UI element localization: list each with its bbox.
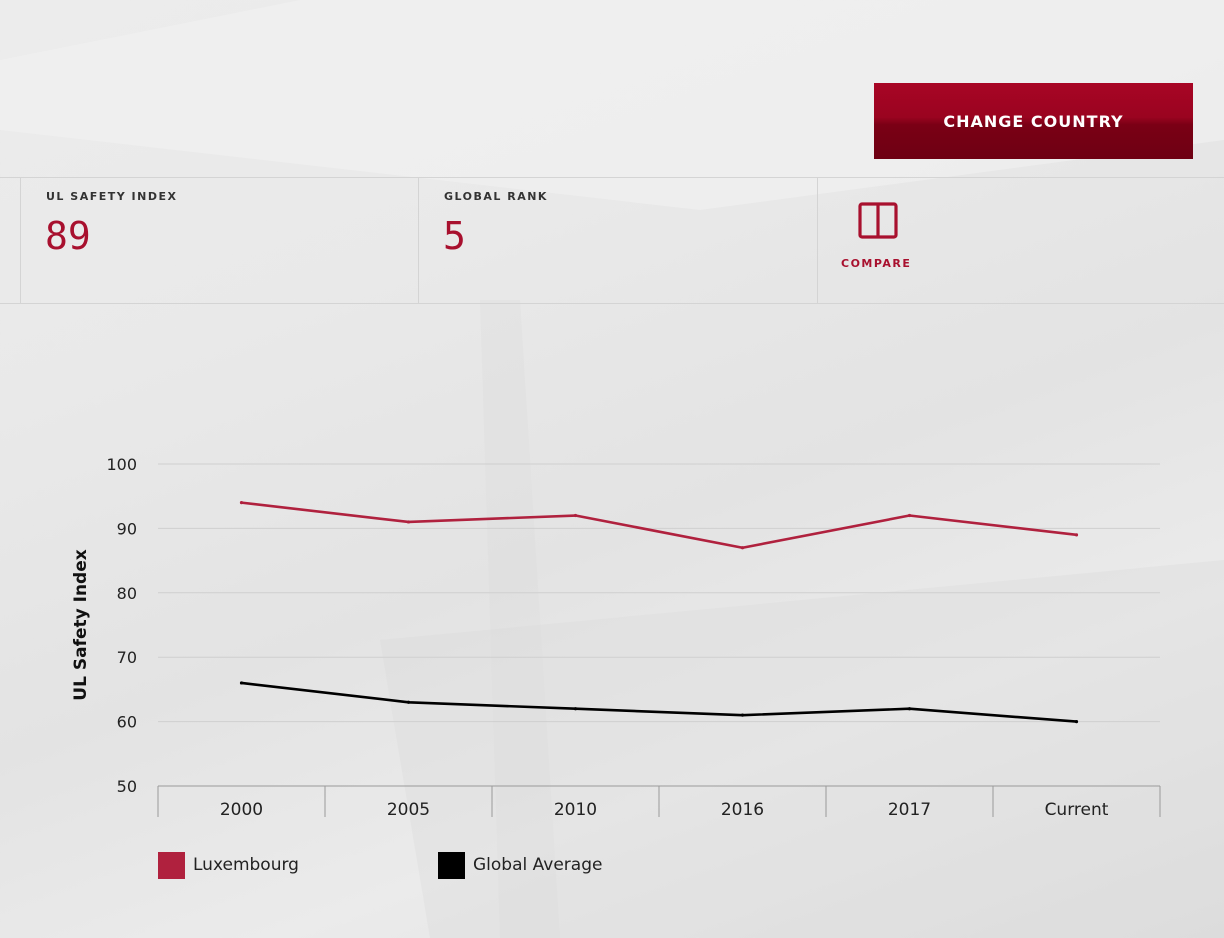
data-point bbox=[907, 707, 912, 711]
series-line-luxembourg bbox=[241, 501, 1077, 550]
data-point bbox=[239, 681, 244, 685]
data-point bbox=[1074, 533, 1079, 537]
safety-index-value: 89 bbox=[45, 214, 91, 258]
data-point bbox=[907, 513, 912, 518]
legend-label-luxembourg: Luxembourg bbox=[193, 855, 299, 875]
compare-label: COMPARE bbox=[841, 257, 912, 270]
x-tick-label: 2005 bbox=[387, 800, 430, 820]
x-tick-label: Current bbox=[1045, 800, 1109, 820]
data-point bbox=[406, 700, 411, 704]
data-point bbox=[239, 501, 244, 505]
compare-button[interactable]: COMPARE bbox=[818, 178, 938, 303]
x-tick-label: 2010 bbox=[554, 800, 597, 820]
global-rank-label: GLOBAL RANK bbox=[444, 190, 548, 203]
y-tick-label: 90 bbox=[117, 519, 137, 538]
y-tick-label: 70 bbox=[117, 648, 137, 667]
data-point bbox=[573, 707, 578, 711]
x-tick-label: 2017 bbox=[888, 800, 931, 820]
y-tick-label: 80 bbox=[117, 584, 137, 603]
x-tick-label: 2016 bbox=[721, 800, 764, 820]
data-point bbox=[573, 513, 578, 518]
compare-icon bbox=[858, 202, 898, 239]
legend-item-global-average[interactable]: Global Average bbox=[438, 851, 602, 879]
series-line-global-average bbox=[241, 681, 1077, 723]
legend-swatch-luxembourg bbox=[158, 851, 185, 879]
y-tick-label: 100 bbox=[106, 455, 137, 474]
change-country-label: CHANGE COUNTRY bbox=[943, 111, 1124, 131]
change-country-button[interactable]: CHANGE COUNTRY bbox=[874, 83, 1193, 159]
compare-card: COMPARE bbox=[817, 178, 1224, 303]
data-point bbox=[740, 546, 745, 550]
global-rank-value: 5 bbox=[443, 214, 466, 258]
data-point bbox=[406, 520, 411, 524]
data-point bbox=[740, 713, 745, 717]
legend-item-luxembourg[interactable]: Luxembourg bbox=[158, 851, 299, 879]
global-rank-card: GLOBAL RANK 5 bbox=[418, 178, 818, 303]
y-tick-label: 60 bbox=[117, 713, 137, 732]
safety-index-card: UL SAFETY INDEX 89 bbox=[20, 178, 419, 303]
safety-index-label: UL SAFETY INDEX bbox=[46, 190, 178, 203]
legend-label-global-average: Global Average bbox=[473, 855, 603, 875]
x-tick-label: 2000 bbox=[220, 800, 263, 820]
stats-row: UL SAFETY INDEX 89 GLOBAL RANK 5 COMPARE bbox=[0, 177, 1224, 304]
y-axis-title: UL Safety Index bbox=[71, 549, 91, 700]
data-point bbox=[1074, 720, 1079, 724]
legend-swatch-global-average bbox=[438, 851, 465, 879]
y-tick-label: 50 bbox=[117, 777, 137, 796]
